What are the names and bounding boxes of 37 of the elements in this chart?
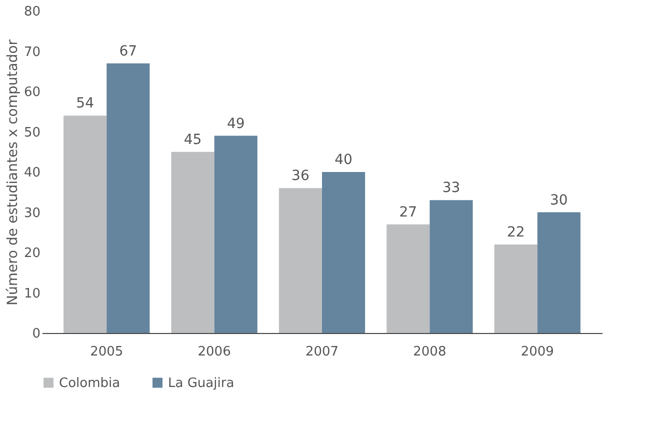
- y-axis-title: Número de estudiantes x computador: [4, 39, 21, 306]
- bar: [322, 172, 366, 333]
- legend-label: La Guajira: [168, 376, 234, 391]
- data-label: 54: [76, 96, 94, 112]
- bar: [386, 224, 430, 333]
- legend-label: Colombia: [59, 376, 120, 391]
- data-label: 45: [184, 132, 202, 148]
- data-label: 40: [334, 152, 352, 168]
- bar: [278, 188, 322, 333]
- data-label: 22: [506, 224, 525, 240]
- x-tick-label: 2008: [413, 344, 446, 360]
- x-tick-label: 2009: [520, 344, 554, 360]
- data-label: 33: [442, 180, 460, 196]
- data-label: 67: [119, 43, 138, 60]
- data-label: 49: [226, 116, 245, 132]
- bar: [537, 212, 580, 333]
- data-label: 30: [550, 192, 568, 208]
- y-tick-label: 70: [24, 44, 40, 60]
- y-tick-label: 0: [32, 326, 40, 342]
- y-tick-label: 40: [24, 166, 40, 180]
- y-tick-label: 60: [24, 85, 40, 100]
- bar: [64, 116, 107, 333]
- x-tick-label: 2006: [198, 344, 231, 360]
- y-tick-label: 10: [24, 286, 40, 302]
- bar: [214, 136, 258, 333]
- y-tick-label: 20: [24, 246, 40, 261]
- x-tick-label: 2005: [90, 344, 124, 360]
- bar: [106, 63, 150, 333]
- y-tick-label: 30: [24, 206, 40, 221]
- bar: [430, 200, 473, 333]
- data-label: 27: [399, 204, 418, 220]
- data-label: 36: [292, 168, 310, 184]
- x-tick-label: 2007: [305, 344, 339, 360]
- y-tick-label: 50: [24, 125, 40, 140]
- bar: [171, 152, 214, 333]
- y-tick-label: 80: [24, 4, 40, 20]
- bar: [494, 244, 538, 333]
